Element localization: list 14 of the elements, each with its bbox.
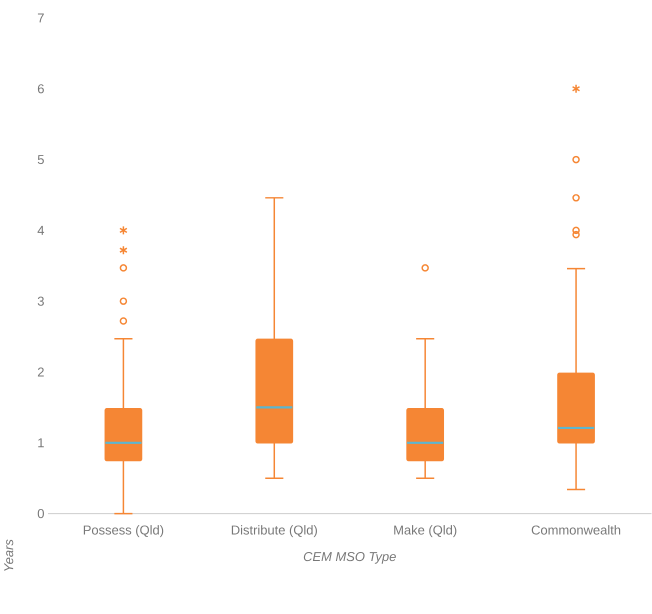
y-tick-label: 7 (38, 14, 44, 23)
y-tick-label: 2 (38, 368, 44, 377)
y-tick-label: 6 (38, 84, 44, 94)
x-tick-label: Possess (Qld) (84, 525, 164, 538)
y-tick-label: 1 (38, 438, 44, 448)
y-tick-label: 0 (38, 509, 44, 518)
x-tick-label: Make (Qld) (394, 525, 456, 538)
x-tick-label: Commonwealth (532, 525, 620, 535)
x-tick-label: Distribute (Qld) (232, 525, 317, 538)
x-axis-title: CEM MSO Type (304, 552, 396, 564)
y-tick-label: 4 (38, 226, 44, 236)
y-tick-label: 5 (38, 155, 44, 164)
y-tick-label: 3 (38, 296, 44, 306)
y-axis-title: Years (4, 540, 14, 572)
